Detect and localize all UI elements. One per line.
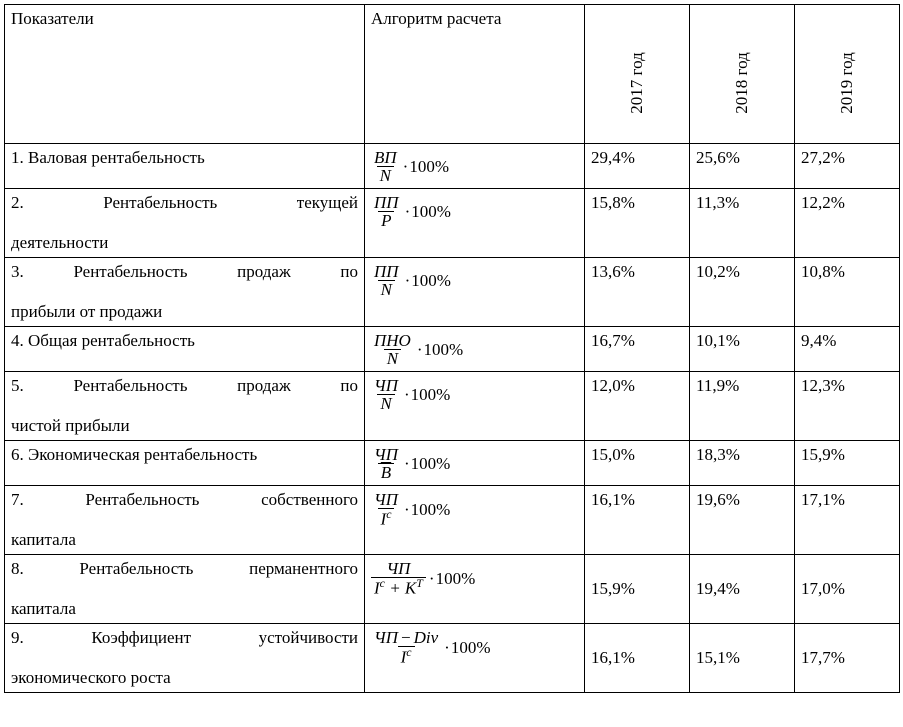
table-row: 5. Рентабельность продаж по чистой прибы… [5,372,900,441]
formula: ЧП Ic ·100% [371,491,450,528]
value-2017: 29,4% [585,144,690,189]
formula-num: ЧП−Div [371,629,441,646]
algorithm-cell: ПНО N ·100% [365,327,585,372]
year-label-2019: 2019 год [837,52,857,113]
table-row: 3. Рентабельность продаж по прибыли от п… [5,258,900,327]
value-2019: 9,4% [795,327,900,372]
algorithm-cell: ЧП В ·100% [365,441,585,486]
col-header-2017: 2017 год [585,5,690,144]
value-2017: 13,6% [585,258,690,327]
value-2017: 12,0% [585,372,690,441]
value-2019: 15,9% [795,441,900,486]
indicator-cell: 1. Валовая рентабельность [5,144,365,189]
value-2019: 17,7% [795,624,900,693]
formula: ЧП В ·100% [371,446,450,481]
table-row: 9. Коэффициент устойчивости экономическо… [5,624,900,693]
value-2019: 17,1% [795,486,900,555]
indicator-label: 1. Валовая рентабельность [11,148,205,167]
year-label-2018: 2018 год [732,52,752,113]
algorithm-cell: ЧП Ic + KT ·100% [365,555,585,624]
algorithm-cell: ЧП−Div Ic ·100% [365,624,585,693]
value-2018: 25,6% [690,144,795,189]
col-header-indicators: Показатели [5,5,365,144]
value-2018: 11,9% [690,372,795,441]
col-header-algorithm: Алгоритм расчета [365,5,585,144]
indicator-cell: 2. Рентабельность текущей деятельности [5,189,365,258]
formula-den: Ic [398,646,415,666]
algorithm-cell: ПП N ·100% [365,258,585,327]
indicator-cell: 9. Коэффициент устойчивости экономическо… [5,624,365,693]
value-2019: 27,2% [795,144,900,189]
value-2017: 16,7% [585,327,690,372]
profitability-table: Показатели Алгоритм расчета 2017 год 201… [4,4,900,693]
formula-den: Ic [378,508,395,528]
value-2019: 12,2% [795,189,900,258]
formula: ПП N ·100% [371,263,451,298]
algorithm-cell: ПП P ·100% [365,189,585,258]
formula-den: Ic + KT [371,577,426,597]
value-2019: 12,3% [795,372,900,441]
indicator-cell: 5. Рентабельность продаж по чистой прибы… [5,372,365,441]
value-2018: 19,6% [690,486,795,555]
indicator-cell: 8. Рентабельность перманентного капитала [5,555,365,624]
formula: ЧП Ic + KT ·100% [371,560,475,597]
col-header-2018: 2018 год [690,5,795,144]
table-row: 7. Рентабельность собственного капитала … [5,486,900,555]
formula: ПНО N ·100% [371,332,463,367]
indicator-cell: 7. Рентабельность собственного капитала [5,486,365,555]
table-row: 2. Рентабельность текущей деятельности П… [5,189,900,258]
value-2017: 15,0% [585,441,690,486]
table-row: 1. Валовая рентабельность ВП N ·100% 29,… [5,144,900,189]
table-row: 4. Общая рентабельность ПНО N ·100% 16,7… [5,327,900,372]
value-2017: 16,1% [585,624,690,693]
indicator-cell: 3. Рентабельность продаж по прибыли от п… [5,258,365,327]
value-2018: 10,2% [690,258,795,327]
value-2018: 10,1% [690,327,795,372]
col-header-2019: 2019 год [795,5,900,144]
indicator-cell: 6. Экономическая рентабельность [5,441,365,486]
value-2017: 16,1% [585,486,690,555]
indicator-cell: 4. Общая рентабельность [5,327,365,372]
table-row: 8. Рентабельность перманентного капитала… [5,555,900,624]
value-2018: 18,3% [690,441,795,486]
algorithm-cell: ЧП Ic ·100% [365,486,585,555]
formula: ЧП−Div Ic ·100% [371,629,490,666]
value-2019: 10,8% [795,258,900,327]
value-2019: 17,0% [795,555,900,624]
value-2018: 15,1% [690,624,795,693]
year-label-2017: 2017 год [627,52,647,113]
value-2017: 15,8% [585,189,690,258]
formula: ПП P ·100% [371,194,451,229]
value-2017: 15,9% [585,555,690,624]
formula: ВП N ·100% [371,149,449,184]
value-2018: 19,4% [690,555,795,624]
algorithm-cell: ЧП N ·100% [365,372,585,441]
algorithm-cell: ВП N ·100% [365,144,585,189]
table-header-row: Показатели Алгоритм расчета 2017 год 201… [5,5,900,144]
indicator-label: 6. Экономическая рентабельность [11,445,257,464]
indicator-label: 4. Общая рентабельность [11,331,195,350]
value-2018: 11,3% [690,189,795,258]
formula: ЧП N ·100% [371,377,450,412]
table-row: 6. Экономическая рентабельность ЧП В ·10… [5,441,900,486]
